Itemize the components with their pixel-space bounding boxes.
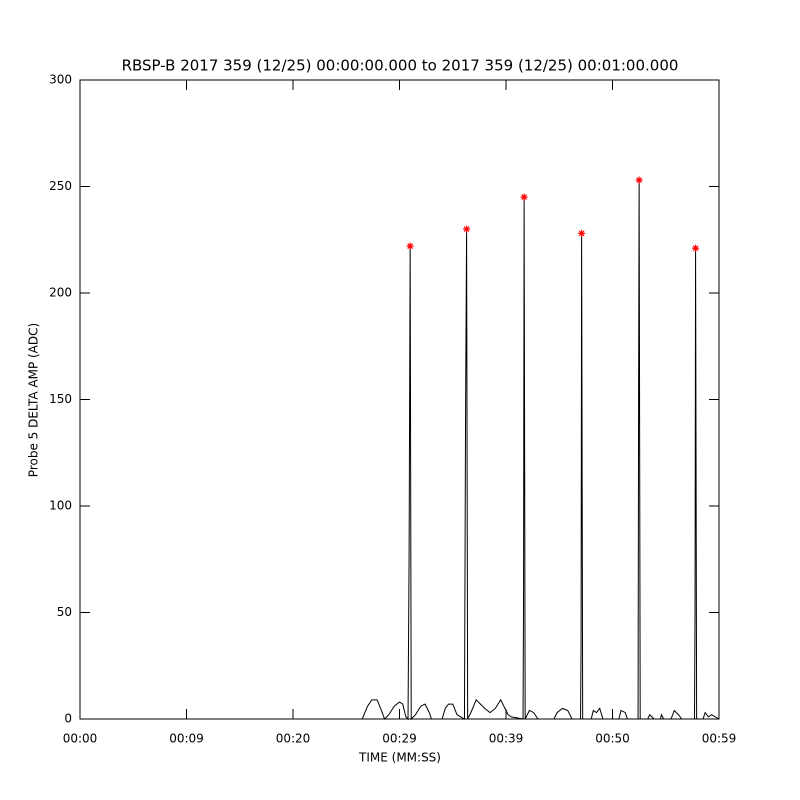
x-tick-label: 00:09	[169, 732, 204, 746]
y-tick-label: 0	[64, 712, 72, 726]
x-tick-label: 00:00	[63, 732, 98, 746]
x-tick-label: 00:29	[382, 732, 417, 746]
y-tick-label: 150	[49, 392, 72, 406]
y-tick-label: 250	[49, 179, 72, 193]
y-tick-label: 300	[49, 73, 72, 87]
marker-stroke	[636, 177, 642, 183]
x-tick-label: 00:50	[595, 732, 630, 746]
y-tick-label: 50	[57, 605, 72, 619]
marker-stroke	[407, 243, 414, 250]
peak-marker	[406, 242, 414, 250]
chart-title: RBSP-B 2017 359 (12/25) 00:00:00.000 to …	[122, 57, 679, 75]
y-tick-label: 200	[49, 286, 72, 300]
x-tick-label: 00:39	[489, 732, 524, 746]
peak-marker	[520, 193, 528, 201]
marker-stroke	[578, 230, 585, 237]
marker-stroke	[463, 226, 470, 232]
marker-stroke	[692, 245, 699, 252]
data-line	[80, 180, 720, 721]
peak-marker	[463, 225, 471, 233]
y-axis-label: Probe 5 DELTA AMP (ADC)	[27, 323, 41, 477]
peak-marker	[635, 176, 643, 184]
marker-stroke	[521, 194, 527, 201]
x-tick-label: 00:20	[276, 732, 311, 746]
peak-marker	[692, 244, 700, 252]
x-tick-label: 00:59	[702, 732, 737, 746]
peak-marker	[578, 229, 586, 237]
x-axis-label: TIME (MM:SS)	[358, 751, 441, 765]
y-tick-label: 100	[49, 499, 72, 513]
